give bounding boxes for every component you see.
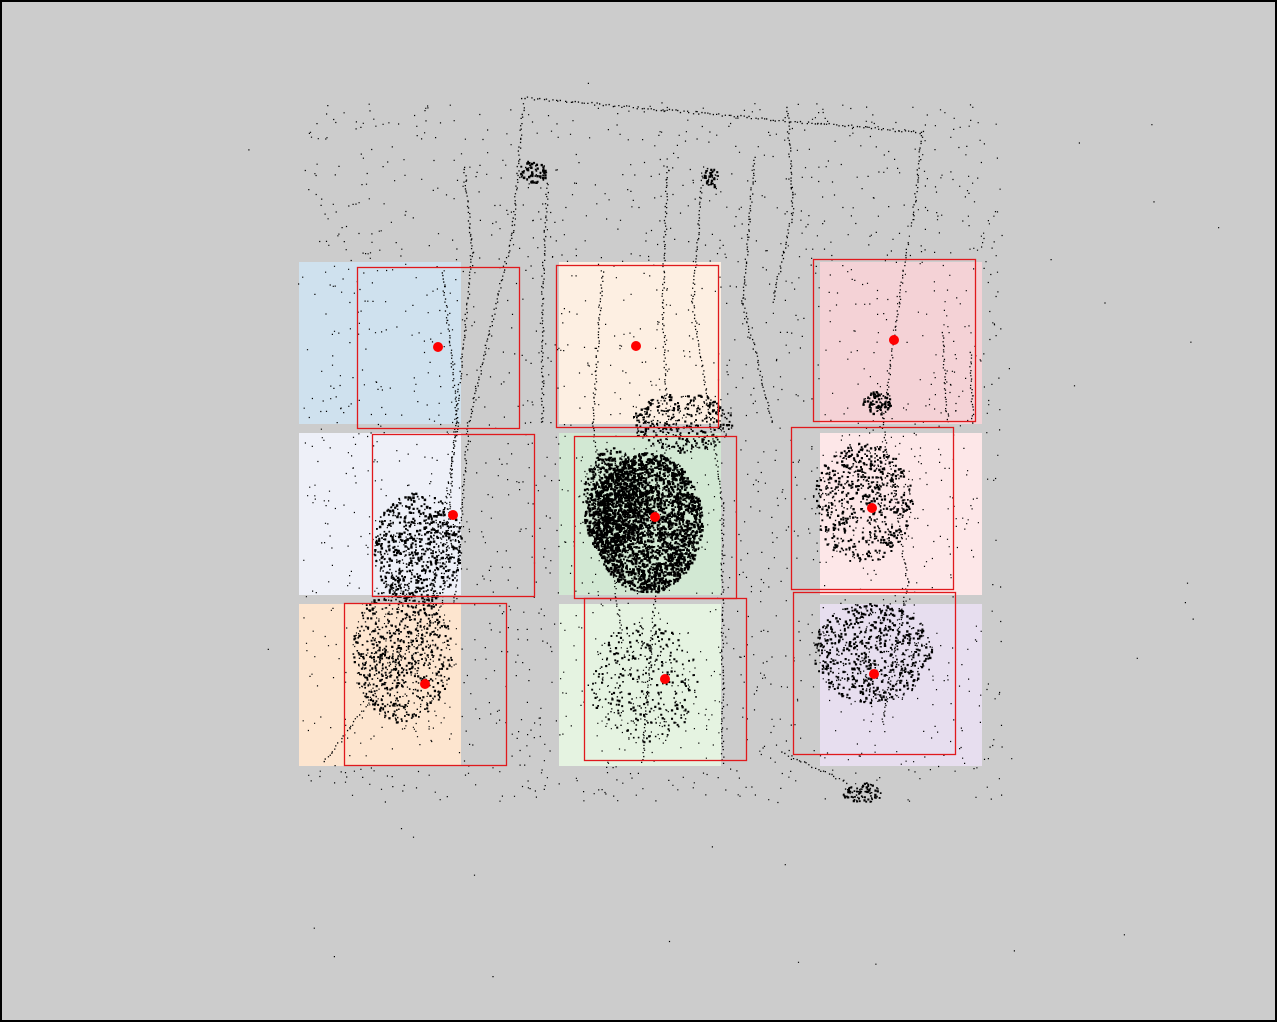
center-marker-2	[631, 341, 641, 351]
selection-box-7[interactable]	[343, 602, 508, 767]
center-marker-1	[433, 342, 443, 352]
selection-box-2[interactable]	[555, 264, 720, 429]
center-marker-9	[869, 669, 879, 679]
tile-r3c1	[299, 604, 461, 766]
tile-r1c1	[299, 262, 461, 424]
selection-boxes[interactable]	[343, 258, 977, 767]
tile-r1c3	[820, 262, 982, 424]
selection-box-4[interactable]	[371, 433, 536, 598]
selection-box-9[interactable]	[792, 591, 957, 756]
center-marker-8	[660, 674, 670, 684]
center-marker-4	[448, 510, 458, 520]
selection-box-1[interactable]	[356, 266, 521, 430]
center-markers	[420, 335, 899, 689]
tile-r2c1	[299, 433, 461, 595]
selection-box-3[interactable]	[812, 258, 977, 423]
selection-box-6[interactable]	[790, 426, 955, 591]
center-marker-3	[889, 335, 899, 345]
center-marker-7	[420, 679, 430, 689]
center-marker-6	[867, 503, 877, 513]
tile-r3c2	[559, 604, 721, 766]
center-marker-5	[650, 512, 660, 522]
selection-box-8[interactable]	[583, 597, 748, 762]
